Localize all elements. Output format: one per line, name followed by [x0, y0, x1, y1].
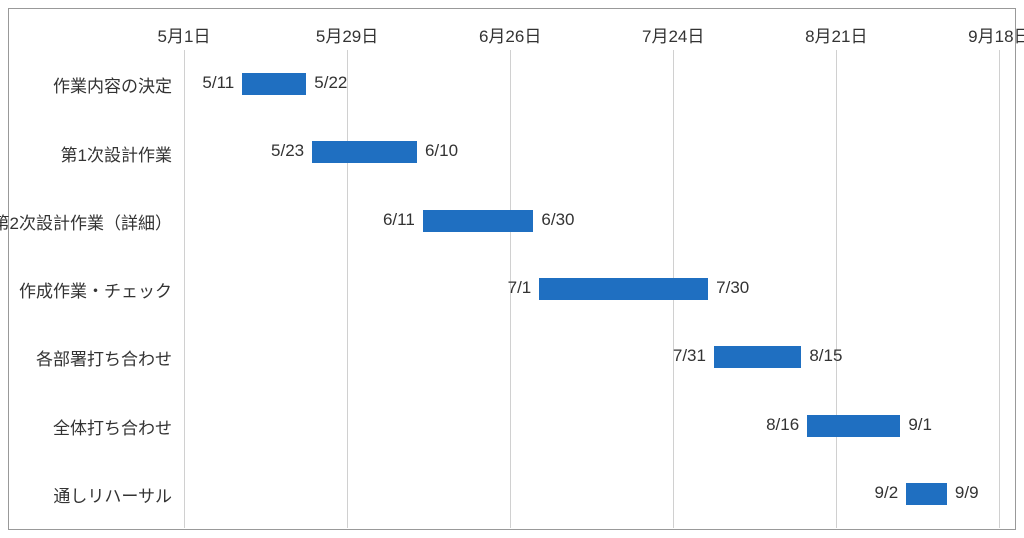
gantt-chart: 5月1日 5月29日 6月26日 7月24日 8月21日 9月18日 作業内容の決定第1次…	[0, 0, 1024, 538]
task-label: 全体打ち合わせ	[53, 414, 172, 439]
bar-start-label: 9/2	[875, 483, 899, 503]
task-label: 第2次設計作業（詳細）	[0, 209, 172, 234]
bar-start-label: 7/31	[673, 346, 706, 366]
task-label: 通しリハーサル	[53, 482, 172, 507]
bar-end-label: 9/1	[908, 415, 932, 435]
gridline	[184, 50, 185, 528]
x-tick-label: 5月1日	[158, 22, 211, 47]
bar-end-label: 6/30	[541, 210, 574, 230]
bar-end-label: 8/15	[809, 346, 842, 366]
task-label: 第1次設計作業	[61, 141, 172, 166]
gridline	[347, 50, 348, 528]
gantt-bar	[242, 73, 306, 95]
x-tick-label: 7月24日	[642, 22, 704, 47]
bar-start-label: 5/23	[271, 141, 304, 161]
gantt-bar	[423, 210, 534, 232]
gantt-bar	[539, 278, 708, 300]
x-tick-label: 8月21日	[805, 22, 867, 47]
task-label: 各部署打ち合わせ	[36, 345, 172, 370]
gantt-bar	[312, 141, 417, 163]
bar-start-label: 5/11	[202, 73, 234, 93]
bar-start-label: 8/16	[766, 415, 799, 435]
bar-end-label: 5/22	[314, 73, 347, 93]
bar-end-label: 6/10	[425, 141, 458, 161]
bar-end-label: 9/9	[955, 483, 979, 503]
gridline	[999, 50, 1000, 528]
bar-start-label: 7/1	[508, 278, 532, 298]
x-tick-label: 5月29日	[316, 22, 378, 47]
gantt-bar	[807, 415, 900, 437]
gridline	[836, 50, 837, 528]
task-label: 作業内容の決定	[53, 72, 172, 97]
x-tick-label: 6月26日	[479, 22, 541, 47]
bar-end-label: 7/30	[716, 278, 749, 298]
gantt-bar	[714, 346, 801, 368]
gantt-bar	[906, 483, 947, 505]
bar-start-label: 6/11	[383, 210, 415, 230]
x-tick-label: 9月18日	[968, 22, 1024, 47]
task-label: 作成作業・チェック	[19, 277, 172, 302]
